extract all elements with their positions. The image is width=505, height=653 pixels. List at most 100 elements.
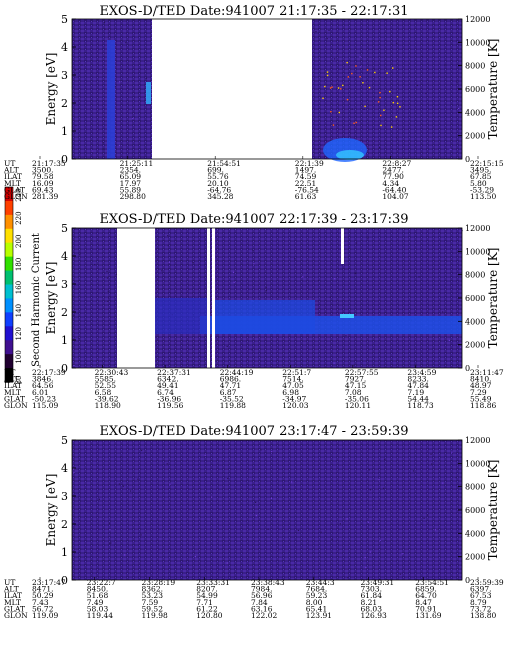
- spectrogram-pixel: [227, 477, 229, 480]
- spectrogram-pixel: [351, 108, 353, 110]
- table-cell: 1497.: [295, 166, 316, 175]
- spectrogram-pixel: [317, 279, 320, 282]
- colorbar-swatch: [5, 312, 13, 327]
- table-cell: 5585.: [95, 375, 116, 384]
- spectrogram-speckle: [326, 71, 329, 73]
- table-cell: 23:33:31: [196, 578, 230, 587]
- y-tick-label: 4: [61, 462, 68, 475]
- table-cell: 22:37:31: [157, 368, 191, 377]
- spectrogram-pixel: [166, 463, 168, 465]
- table-cell: 54.44: [407, 394, 429, 403]
- spectrogram-speckle: [362, 82, 364, 84]
- panel-3: EXOS-D/TED Date:941007 23:17:47 - 23:59:…: [3, 424, 504, 620]
- spectrogram-pixel: [74, 69, 76, 71]
- table-cell: 64.70: [415, 591, 437, 600]
- spectrogram-pixel: [107, 300, 109, 302]
- table-cell: 22:44:19: [220, 368, 254, 377]
- y2-tick-label: 6000: [465, 294, 485, 303]
- spectrogram-pixel: [423, 517, 425, 519]
- colorbar-swatch: [5, 298, 13, 313]
- colorbar-swatch: [5, 326, 13, 341]
- table-cell: 7.49: [87, 598, 104, 607]
- table-cell: 21:54:51: [207, 159, 241, 168]
- table-cell: 8.21: [361, 598, 378, 607]
- spectrogram-pixel: [118, 144, 121, 147]
- spectrogram-pixel: [255, 514, 258, 517]
- spectrogram-pixel: [98, 498, 100, 500]
- table-cell: 61.84: [361, 591, 383, 600]
- table-row-label: ALT: [3, 585, 19, 594]
- y-tick-label: 5: [61, 13, 68, 26]
- spectrogram-pixel: [302, 276, 304, 278]
- spectrogram-pixel: [118, 483, 120, 485]
- colorbar-swatch: [5, 368, 13, 383]
- spectrogram-speckle: [392, 101, 395, 104]
- spectrogram-pixel: [367, 521, 370, 523]
- spectrogram-pixel: [426, 514, 429, 516]
- spectrogram-pixel: [137, 478, 139, 480]
- colorbar-swatch: [5, 270, 13, 285]
- table-cell: 119.56: [157, 401, 183, 410]
- spectrogram-background: [72, 440, 462, 580]
- colorbar: 240 220 200 180 160 140 120 100 80: [4, 186, 23, 384]
- table-cell: 6986.: [220, 375, 241, 384]
- colorbar-tick-label: 160: [15, 281, 23, 294]
- colorbar-tick-label: 140: [15, 304, 23, 317]
- spectrogram-pixel: [169, 483, 171, 485]
- table-cell: 22:17:39: [32, 368, 66, 377]
- colorbar-swatch: [5, 340, 13, 355]
- table-cell: 7.71: [196, 598, 213, 607]
- spectrogram-pixel: [106, 270, 108, 272]
- spectrogram-feature: [340, 314, 354, 318]
- table-cell: 7303.: [361, 585, 382, 594]
- spectrogram-pixel: [365, 566, 367, 569]
- table-cell: 6.98: [282, 388, 299, 397]
- table-cell: 8.47: [415, 598, 432, 607]
- table-cell: 7.29: [470, 388, 487, 397]
- table-cell: 23:28:19: [142, 578, 176, 587]
- table-cell: 138.80: [470, 611, 496, 620]
- table-cell: -35.52: [220, 394, 244, 403]
- spectrogram-pixel: [442, 311, 444, 313]
- table-cell: 22:8:27: [382, 159, 411, 168]
- spectrogram-speckle: [351, 72, 353, 75]
- table-cell: 21:25:11: [120, 159, 154, 168]
- table-row-label: MLT: [4, 388, 21, 397]
- table-row-label: ALT: [3, 166, 19, 175]
- table-cell: 298.80: [120, 192, 146, 201]
- spectrogram-pixel: [367, 237, 369, 239]
- colorbar-tick-label: 120: [15, 327, 23, 340]
- spectrogram-pixel: [449, 565, 451, 567]
- spectrogram-pixel: [421, 56, 423, 58]
- spectrogram-pixel: [326, 38, 328, 40]
- colorbar-tick-label: 180: [15, 258, 23, 271]
- table-row-label: GLAT: [4, 604, 25, 613]
- table-cell: 65.09: [120, 172, 142, 181]
- y2-tick-label: 6000: [465, 506, 485, 515]
- spectrogram-pixel: [103, 21, 106, 24]
- y2-tick-label: 6000: [465, 85, 485, 94]
- spectrogram-pixel: [294, 258, 296, 260]
- table-cell: 6.87: [220, 388, 237, 397]
- table-cell: 3500.: [32, 166, 53, 175]
- table-cell: 119.09: [32, 611, 58, 620]
- spectrogram-pixel: [79, 253, 81, 255]
- table-row-label: ILAT: [4, 172, 22, 181]
- table-cell: 47.84: [407, 381, 429, 390]
- spectrogram-pixel: [347, 577, 349, 579]
- table-cell: 8362.: [142, 585, 163, 594]
- table-cell: 68.03: [361, 604, 383, 613]
- table-cell: 23:49:31: [361, 578, 395, 587]
- spectrogram-pixel: [364, 556, 366, 559]
- spectrogram-speckle: [379, 91, 381, 94]
- table-row-label: UT: [4, 578, 15, 587]
- spectrogram-pixel: [442, 440, 444, 442]
- table-row-label: ILAT: [4, 591, 22, 600]
- y2-tick-label: 0: [465, 576, 470, 585]
- spectrogram-pixel: [110, 542, 112, 544]
- spectrogram-pixel: [140, 534, 142, 536]
- spectrogram-pixel: [265, 286, 267, 288]
- spectrogram-speckle: [346, 98, 349, 101]
- y-tick-label: 2: [61, 97, 68, 110]
- table-cell: 47.71: [220, 381, 241, 390]
